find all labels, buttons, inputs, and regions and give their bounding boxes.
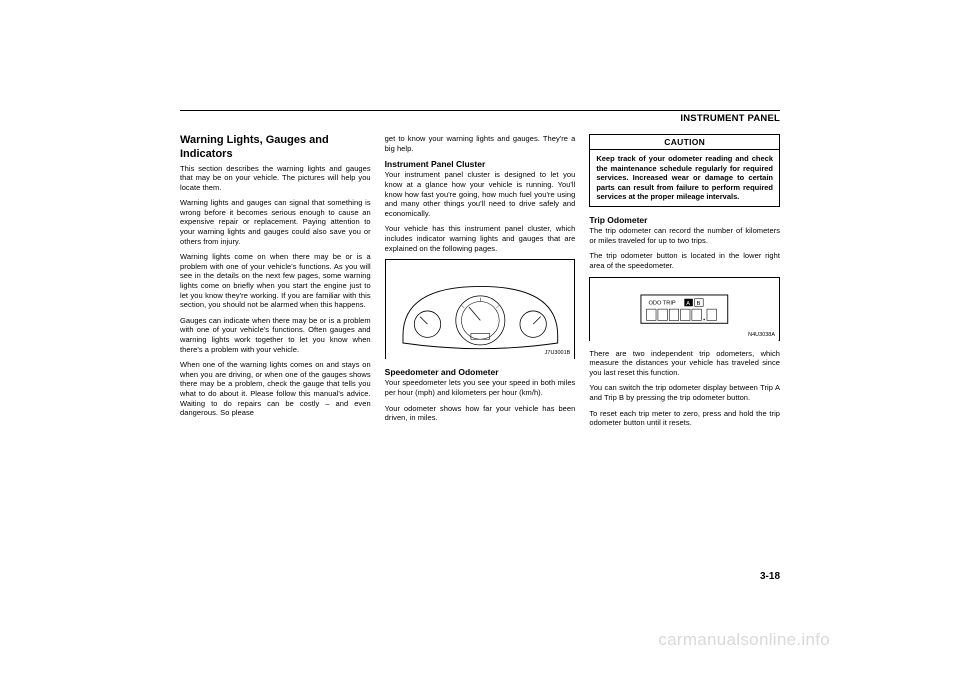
subsection-heading: Trip Odometer <box>589 215 780 225</box>
body-text: Warning lights come on when there may be… <box>180 252 371 310</box>
caution-box: CAUTION Keep track of your odometer read… <box>589 134 780 207</box>
svg-text:ODO TRIP: ODO TRIP <box>649 300 676 306</box>
body-text: This section describes the warning light… <box>180 164 371 193</box>
body-text: Your vehicle has this instrument panel c… <box>385 224 576 253</box>
content-columns: Warning Lights, Gauges and Indicators Th… <box>180 134 780 434</box>
caution-body: Keep track of your odometer reading and … <box>590 150 779 206</box>
manual-page: INSTRUMENT PANEL Warning Lights, Gauges … <box>180 110 780 580</box>
figure-odometer-display: ODO TRIP A B N4U303 <box>589 277 780 341</box>
body-text: The trip odometer can record the number … <box>589 226 780 245</box>
body-text: Your speedometer lets you see your speed… <box>385 378 576 397</box>
body-text: When one of the warning lights comes on … <box>180 360 371 418</box>
body-text: The trip odometer button is located in t… <box>589 251 780 270</box>
body-text: To reset each trip meter to zero, press … <box>589 409 780 428</box>
header-title: INSTRUMENT PANEL <box>180 113 780 124</box>
body-text: There are two independent trip odometers… <box>589 349 780 378</box>
watermark: carmanualsonline.info <box>658 630 830 650</box>
body-text: Gauges can indicate when there may be or… <box>180 316 371 354</box>
body-text: Warning lights and gauges can signal tha… <box>180 198 371 246</box>
subsection-heading: Instrument Panel Cluster <box>385 159 576 169</box>
figure-label: N4U3038A <box>748 332 775 338</box>
body-text: Your instrument panel cluster is designe… <box>385 170 576 218</box>
cluster-illustration <box>386 260 575 364</box>
body-text: get to know your warning lights and gaug… <box>385 134 576 153</box>
caution-heading: CAUTION <box>590 135 779 150</box>
body-text: Your odometer shows how far your vehicle… <box>385 404 576 423</box>
body-text: You can switch the trip odometer display… <box>589 383 780 402</box>
figure-label: J7U3001B <box>545 350 571 356</box>
subsection-heading: Speedometer and Odometer <box>385 367 576 377</box>
page-number: 3-18 <box>760 571 780 582</box>
column-3: CAUTION Keep track of your odometer read… <box>589 134 780 434</box>
svg-text:A: A <box>687 300 691 306</box>
column-1: Warning Lights, Gauges and Indicators Th… <box>180 134 371 434</box>
svg-text:B: B <box>697 300 701 306</box>
section-heading: Warning Lights, Gauges and Indicators <box>180 134 371 162</box>
column-2: get to know your warning lights and gaug… <box>385 134 576 434</box>
header-rule <box>180 110 780 111</box>
figure-instrument-cluster: J7U3001B <box>385 259 576 359</box>
